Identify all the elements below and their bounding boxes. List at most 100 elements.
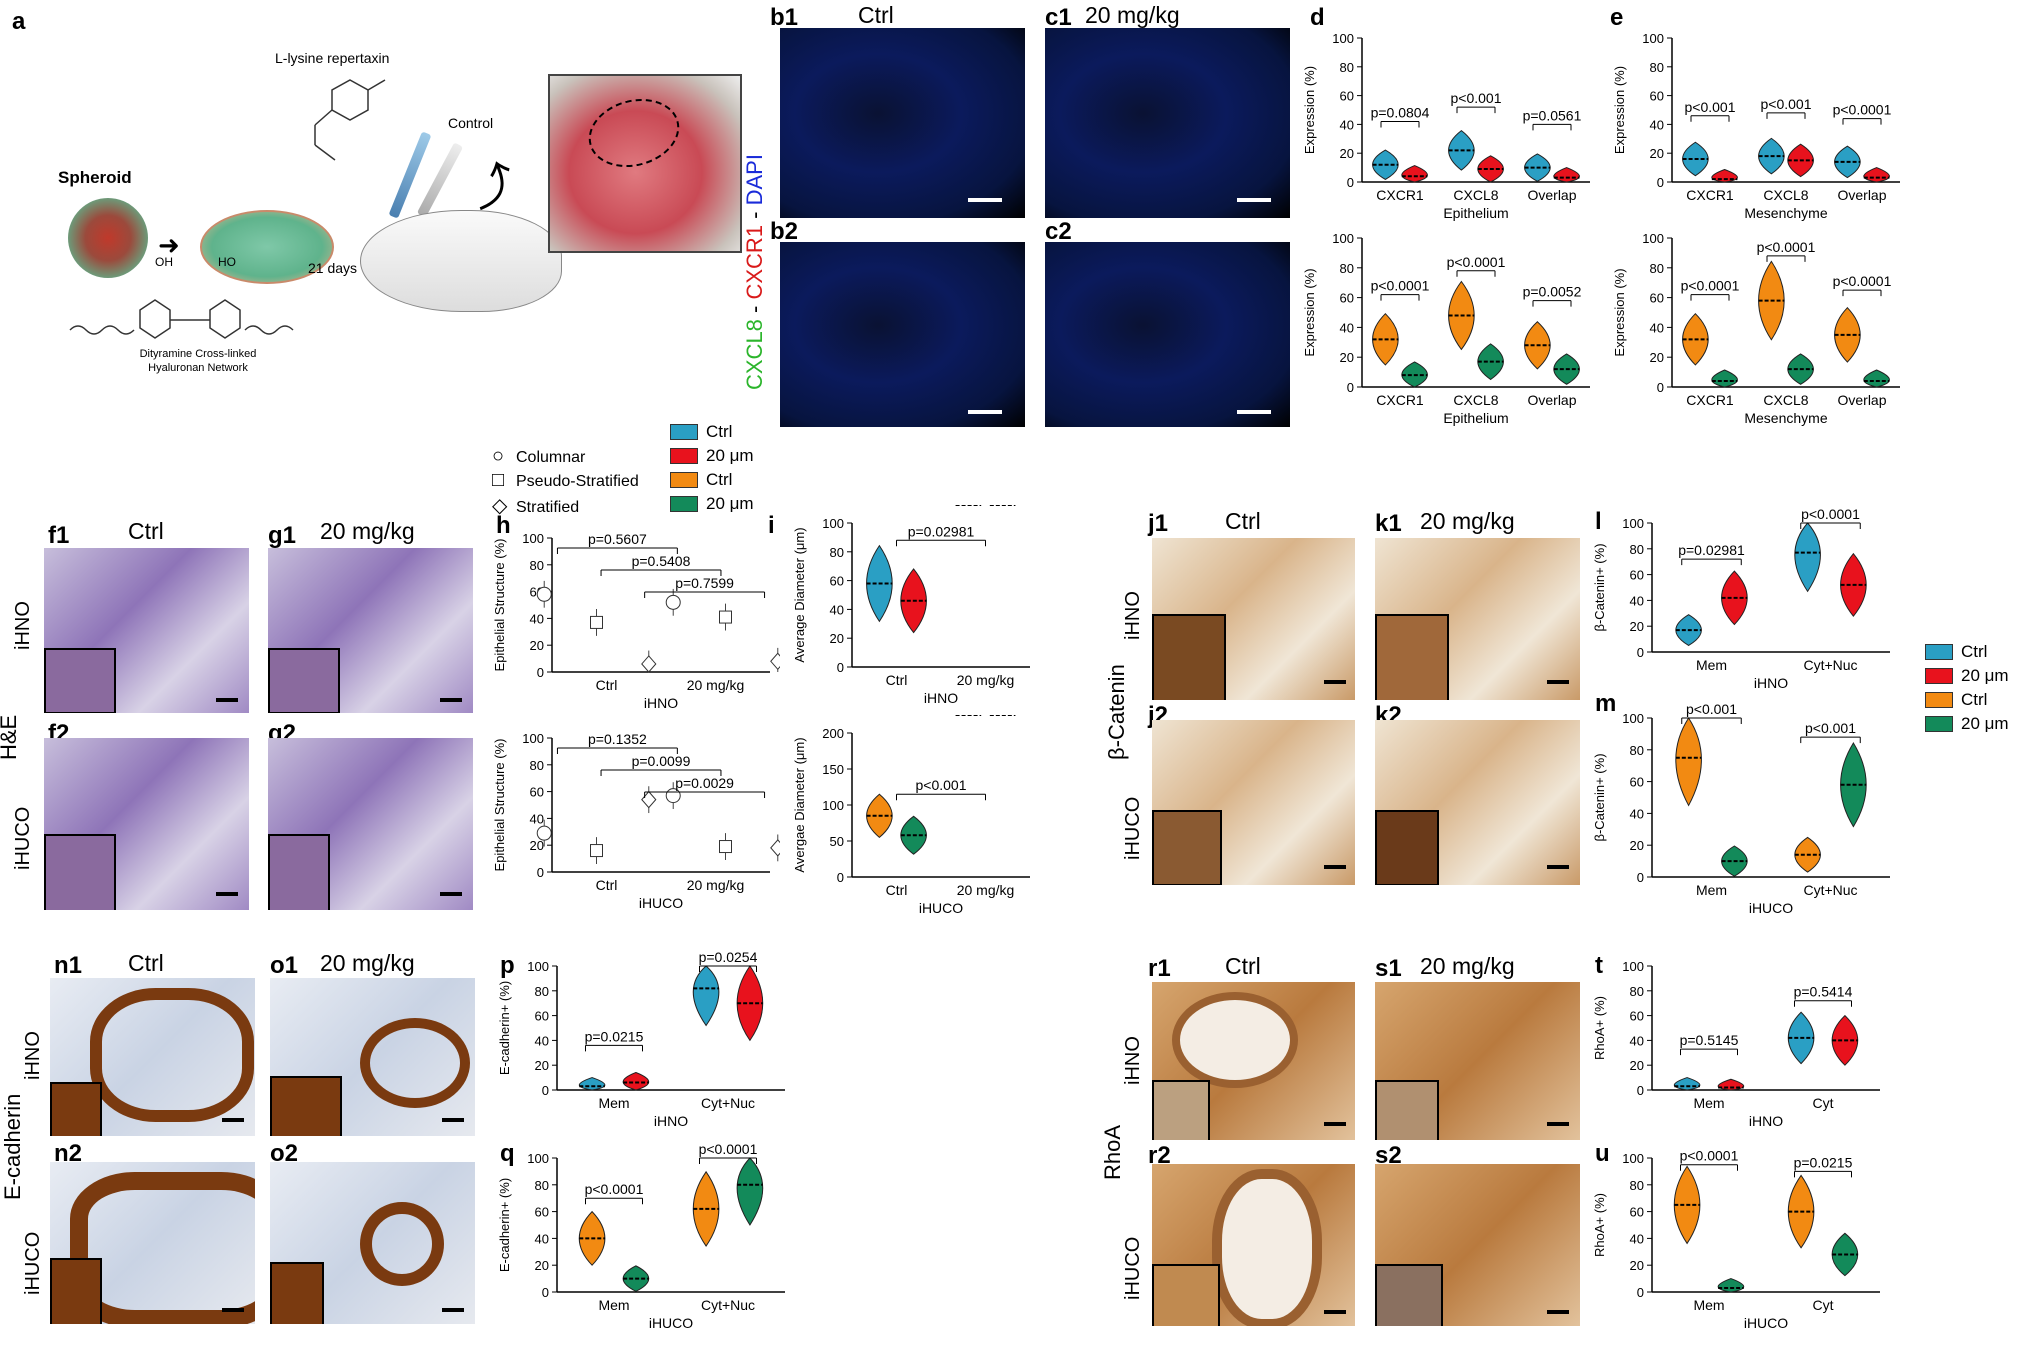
y-tick-label: 100 <box>1622 711 1644 726</box>
schematic-panel: Spheroid ➜ L-lysine repertaxin Control 2… <box>40 40 780 374</box>
legend-right: Ctrl 20 μm Ctrl 20 μm <box>1925 640 2021 736</box>
hyaluronan-structure <box>69 299 294 339</box>
network-label-1: Dityramine Cross-linked <box>139 348 257 360</box>
p-value-label: p<0.0001 <box>1371 278 1430 294</box>
y-tick-label: 100 <box>1622 516 1644 531</box>
dose-heading-g: 20 mg/kg <box>320 518 415 544</box>
x-axis-label: iHNO <box>1754 675 1788 691</box>
x-tick-label: CXCR1 <box>1686 392 1734 408</box>
mouse-photo <box>548 74 742 253</box>
rhoa-image-r2 <box>1152 1164 1355 1326</box>
y-axis-label: β-Catenin+ (%) <box>1592 543 1607 631</box>
circle-marker-icon: ○ <box>492 445 505 467</box>
x-tick-label: Overlap <box>1837 392 1886 408</box>
y-tick-label: 60 <box>530 785 544 800</box>
chart-e-top: 0 20 40 60 80 100 Expression (%) CXCR1 CXCL8 Over… <box>1612 31 1900 221</box>
he-image-f2 <box>44 738 249 910</box>
legend-top-item: 20 μm <box>670 492 780 516</box>
panel-label-h: h <box>496 512 511 539</box>
y-tick-label: 100 <box>1622 959 1644 974</box>
y-tick-label: 40 <box>1340 117 1354 132</box>
legend-label: Ctrl <box>706 422 733 441</box>
diamond-marker <box>770 839 780 857</box>
y-tick-label: 100 <box>1642 231 1664 246</box>
y-tick-label: 100 <box>1622 1151 1644 1166</box>
fluor-image-b2 <box>780 242 1025 427</box>
violin-mark <box>1673 1077 1701 1091</box>
dose-heading-c: 20 mg/kg <box>1085 2 1180 28</box>
p-value-label: p<0.001 <box>1761 96 1812 112</box>
p-value-label: p<0.001 <box>1686 701 1737 717</box>
x-tick-label: CXCR1 <box>1376 187 1424 203</box>
dash-label-2: - <box>742 205 767 225</box>
panel-label-n1: n1 <box>54 952 83 979</box>
x-axis-label: iHNO <box>654 1113 688 1129</box>
panel-label-r2: r2 <box>1148 1142 1171 1169</box>
x-tick-label: CXCL8 <box>1453 187 1498 203</box>
y-tick-label: 0 <box>1657 175 1664 190</box>
panel-label-i: i <box>768 512 775 539</box>
y-tick-label: 80 <box>535 1178 549 1193</box>
x-axis-label: iHNO <box>924 690 958 706</box>
legend-label: 20 μm <box>1961 666 2009 685</box>
x-tick-label: Mem <box>1696 882 1727 898</box>
legend-swatch <box>670 448 698 464</box>
y-tick-label: 40 <box>1650 320 1664 335</box>
circle-marker <box>665 594 681 610</box>
y-axis-label: Epithelial Structure (%) <box>492 539 507 672</box>
y-tick-label: 40 <box>1650 117 1664 132</box>
y-axis-label: Expression (%) <box>1302 268 1317 356</box>
x-tick-label: Mem <box>598 1297 629 1313</box>
fluor-image-c1 <box>1045 28 1290 218</box>
square-marker <box>590 615 603 629</box>
x-tick-label: Ctrl <box>886 672 908 688</box>
x-axis-label: Epithelium <box>1443 410 1508 426</box>
p-value-label: p<0.0001 <box>1680 1148 1739 1164</box>
y-tick-label: 80 <box>1630 542 1644 557</box>
oh-label-2: HO <box>218 255 236 269</box>
y-tick-label: 0 <box>537 665 544 680</box>
dose-heading-o: 20 mg/kg <box>320 950 415 976</box>
x-tick-label: Cyt+Nuc <box>701 1297 755 1313</box>
y-tick-label: 20 <box>1630 619 1644 634</box>
panel-label-c2: c2 <box>1045 218 1072 245</box>
x-tick-label: Cyt+Nuc <box>1803 657 1857 673</box>
y-tick-label: 0 <box>1637 870 1644 885</box>
panel-label-e: e <box>1610 4 1624 31</box>
circle-marker <box>536 825 552 841</box>
spheroid-illustration <box>68 198 148 278</box>
x-axis-label: iHUCO <box>649 1315 693 1331</box>
y-axis-label: E-cadherin+ (%) <box>497 1178 512 1272</box>
fluor-stain-label: CXCL8 - CXCR1 - DAPI <box>742 154 768 390</box>
row-label-rhoa: RhoA <box>1100 1124 1125 1180</box>
p-value-label: p<0.001 <box>916 777 967 793</box>
chart-e-bottom: 0 20 40 60 80 100 Expression (%) CXCR1 CXCL8 Over… <box>1612 231 1900 426</box>
x-tick-label: CXCR1 <box>1376 392 1424 408</box>
y-tick-label: 20 <box>1630 1258 1644 1273</box>
culture-dish <box>200 210 334 284</box>
y-tick-label: 100 <box>1332 31 1354 46</box>
p-value-label: p=0.0052 <box>1523 284 1582 300</box>
legend-shape-item: ○ Columnar <box>492 445 672 469</box>
row-label-ihuco-r: iHUCO <box>1122 1236 1144 1300</box>
panel-label-j1: j1 <box>1148 510 1169 537</box>
dash-label-1: - <box>742 299 767 320</box>
x-tick-label: Overlap <box>1837 187 1886 203</box>
x-axis-label: iHUCO <box>1749 900 1793 916</box>
y-axis-label: RhoA+ (%) <box>1592 1193 1607 1257</box>
legend-right-item: 20 μm <box>1925 664 2021 688</box>
he-image-g2 <box>268 738 473 910</box>
legend-label: Pseudo-Stratified <box>516 473 639 490</box>
y-tick-label: 60 <box>1630 1009 1644 1024</box>
bcat-image-k2 <box>1375 720 1580 885</box>
legend-right-item: Ctrl <box>1925 640 2021 664</box>
legend-top: Ctrl 20 μm Ctrl 20 μm <box>670 420 780 516</box>
y-axis-label: Avergae Diameter (μm) <box>792 737 807 872</box>
panel-label-c1: c1 <box>1045 4 1072 31</box>
legend-label: Columnar <box>516 449 586 466</box>
panel-label-m: m <box>1595 690 1617 717</box>
p-value-label: p=0.0029 <box>675 775 734 791</box>
x-tick-label: Cyt+Nuc <box>701 1095 755 1111</box>
y-tick-label: 20 <box>1650 146 1664 161</box>
p-value-label: p=0.0099 <box>632 753 691 769</box>
